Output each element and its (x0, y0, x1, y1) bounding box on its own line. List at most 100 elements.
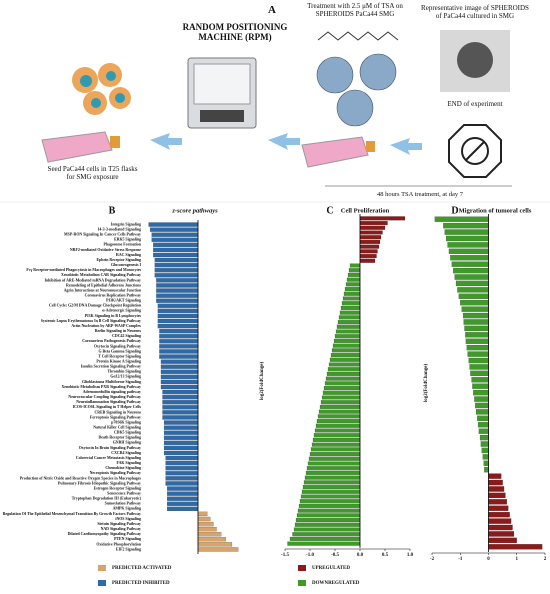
bar (165, 466, 199, 471)
panel-label: A (268, 4, 276, 16)
y-axis-label: log2(FoldChange) (424, 364, 429, 403)
bar (320, 400, 361, 405)
bar (460, 300, 489, 306)
legend-label: DOWNREGULATED (312, 581, 360, 586)
bar (359, 216, 406, 221)
bar (303, 480, 361, 485)
category-label: Adrenomedullin signaling pathway (83, 390, 141, 394)
category-label: FAK Signaling (117, 461, 142, 465)
x-tick-label: 1.0 (407, 553, 414, 558)
category-label: Ephrin Receptor Signaling (97, 258, 142, 262)
bar (287, 541, 361, 546)
bar (465, 332, 489, 338)
bar (163, 450, 199, 456)
bar (338, 315, 361, 320)
bar (294, 522, 361, 527)
category-label: Production of Nitric Oxide and Reactive … (20, 476, 142, 480)
category-label: α-Adrenergic Signaling (102, 309, 141, 313)
bar (165, 476, 199, 481)
category-label: Gα12/13 Signaling (110, 375, 141, 379)
category-label: ICOS-ICOSL Signaling in T Helper Cells (73, 405, 142, 409)
cells (72, 63, 131, 115)
bar (325, 376, 361, 381)
category-label: Insulin Secretion Signaling Pathway (81, 365, 141, 369)
category-label: iNOS Signaling (115, 517, 141, 521)
category-label: Phagosome Formation (104, 243, 142, 247)
bar (165, 471, 199, 476)
bar (197, 527, 217, 532)
bar (331, 348, 361, 353)
bar (446, 235, 489, 242)
bar (160, 379, 199, 385)
bar (162, 400, 199, 405)
bar (359, 244, 380, 249)
bar (165, 461, 199, 466)
bar (481, 447, 489, 454)
category-label: PI3K/AKT Signaling (106, 299, 141, 303)
bar (300, 494, 361, 499)
category-label: Oxidative Phosphorylation (96, 542, 141, 546)
category-label: Gluconeogenesis I (111, 263, 141, 267)
legend-swatch (298, 565, 306, 571)
flask (41, 131, 120, 163)
bar (314, 428, 361, 433)
bar (359, 254, 377, 259)
category-label: Fcγ Receptor-mediated Phagocytosis in Ma… (26, 268, 141, 272)
x-tick-label: -1 (458, 557, 463, 562)
category-label: Oxytocin Signaling Pathway (94, 344, 141, 348)
arrow (390, 138, 422, 155)
category-label: Ferroptosis Signaling Pathway (90, 415, 141, 419)
category-label: CDK5 Signaling (114, 431, 141, 435)
bar (482, 454, 489, 460)
bar (302, 485, 361, 490)
category-label: Estrogen Receptor Signaling (94, 486, 141, 490)
x-tick-label: -1.0 (306, 553, 314, 558)
bar (197, 521, 214, 527)
bar (453, 267, 489, 274)
bar (157, 303, 199, 308)
bar (349, 263, 361, 268)
bar (163, 425, 199, 430)
category-label: AMPK Signaling (113, 507, 141, 511)
bar (289, 536, 361, 541)
bar (346, 277, 361, 282)
bar (163, 420, 199, 425)
bar (480, 441, 489, 447)
legend-label: PREDICTED ACTIVATED (112, 566, 172, 571)
bar (359, 230, 383, 235)
bar (157, 323, 199, 329)
bar (448, 248, 489, 254)
category-label: Xenobiotic Metabolism PXR Signaling Path… (61, 385, 141, 389)
category-label: CREB Signaling in Neurons (94, 410, 141, 414)
bar (156, 278, 199, 283)
category-label: Neurovascular Coupling Signaling Pathway (68, 395, 141, 399)
bar (457, 287, 489, 293)
category-label: Pulmonary Fibrosis Idiopathic Signaling … (58, 481, 141, 485)
bar (488, 524, 513, 531)
arrow (150, 133, 182, 150)
category-label: Actin Nucleation by ARP-WASP Complex (71, 324, 141, 328)
bar (322, 390, 361, 395)
bar (327, 367, 361, 372)
bar (167, 506, 199, 511)
panel-label: D (451, 205, 458, 216)
bar (157, 318, 199, 324)
category-label: Coronavirus Pathogenesis Pathway (82, 339, 141, 343)
category-label: Oxytocin In Brain Signaling Pathway (79, 446, 141, 450)
bar (296, 513, 361, 518)
category-label: Tryptophan Degradation III (Eukaryotic) (72, 497, 142, 501)
bar (160, 359, 199, 364)
bar (163, 430, 199, 435)
bar (162, 415, 199, 420)
bar (297, 508, 361, 513)
bar (159, 344, 199, 349)
legend-swatch (98, 580, 106, 586)
x-tick-label: -0.5 (331, 553, 339, 558)
bar (197, 532, 222, 537)
seed-label: Seed PaCa44 cells in T25 flasks for SMG … (47, 165, 138, 182)
bar (162, 395, 199, 400)
bar (342, 296, 361, 301)
bar (328, 362, 361, 367)
bar (163, 440, 199, 445)
